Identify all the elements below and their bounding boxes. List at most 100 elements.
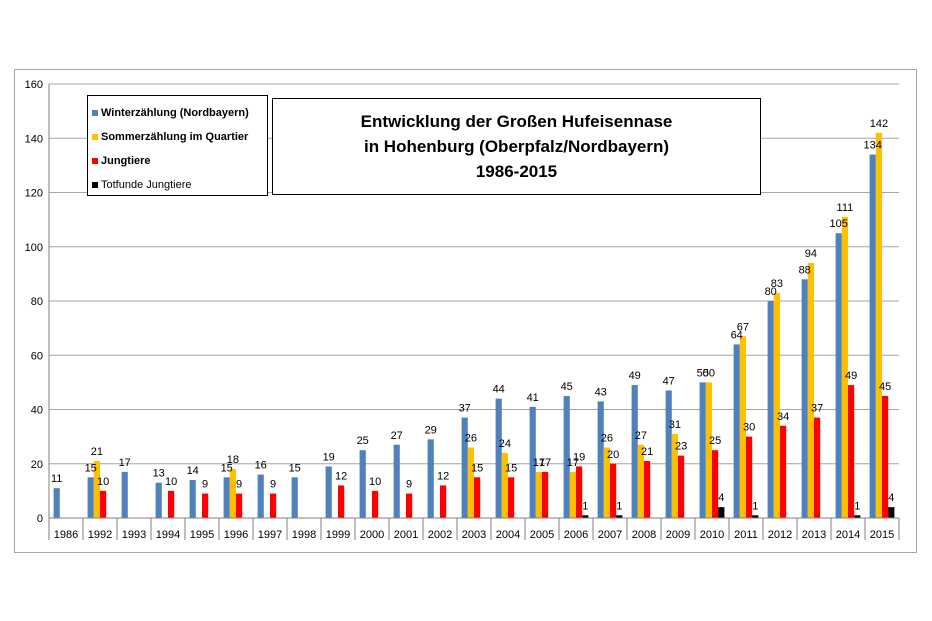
y-tick-label: 0 xyxy=(37,513,43,525)
bar-1-1995 xyxy=(189,480,196,518)
x-tick-label: 1997 xyxy=(258,529,282,541)
legend-swatch-summer xyxy=(92,134,98,140)
bar-1-2014 xyxy=(835,233,842,518)
data-label: 10 xyxy=(97,476,109,488)
bar-1-2006 xyxy=(563,395,570,518)
x-tick-label: 1998 xyxy=(292,529,316,541)
x-tick-label: 2003 xyxy=(462,529,486,541)
y-tick-label: 80 xyxy=(31,296,43,308)
data-label: 45 xyxy=(879,381,891,393)
bar-1-2002 xyxy=(427,439,434,518)
data-label: 19 xyxy=(573,451,585,463)
data-label: 25 xyxy=(709,435,721,447)
bar-3-2002 xyxy=(440,485,447,518)
data-label: 9 xyxy=(270,479,276,491)
data-label: 88 xyxy=(799,264,811,276)
data-label: 94 xyxy=(805,248,817,260)
bar-4-2010 xyxy=(718,507,725,518)
bar-3-2013 xyxy=(814,417,821,518)
y-tick-label: 40 xyxy=(31,405,43,417)
bar-2-2015 xyxy=(875,132,882,518)
x-tick-label: 2012 xyxy=(768,529,792,541)
x-tick-label: 2005 xyxy=(530,529,554,541)
data-label: 27 xyxy=(391,430,403,442)
data-label: 21 xyxy=(91,446,103,458)
data-label: 80 xyxy=(765,286,777,298)
bar-1-2004 xyxy=(495,398,502,518)
x-tick-label: 2009 xyxy=(666,529,690,541)
bar-2-1996 xyxy=(229,469,236,518)
x-tick-label: 2011 xyxy=(734,529,758,541)
bar-1-1993 xyxy=(121,471,128,518)
bar-3-1996 xyxy=(236,493,243,518)
bar-1-2012 xyxy=(767,301,774,518)
bar-3-2012 xyxy=(780,425,787,518)
legend-item-summer: Sommerzählung im Quartier xyxy=(92,125,267,149)
bar-3-2000 xyxy=(372,490,379,518)
data-label: 1 xyxy=(582,500,588,512)
x-tick-label: 2013 xyxy=(802,529,826,541)
x-tick-label: 1996 xyxy=(224,529,248,541)
bar-3-1999 xyxy=(338,485,345,518)
data-label: 31 xyxy=(669,419,681,431)
x-tick-label: 2007 xyxy=(598,529,622,541)
y-tick-label: 60 xyxy=(31,350,43,362)
bar-2-2007 xyxy=(603,447,610,518)
chart-title-line-1: Entwicklung der Großen Hufeisennase xyxy=(360,112,673,131)
data-label: 29 xyxy=(425,424,437,436)
bar-3-2005 xyxy=(542,471,549,518)
bar-2-2011 xyxy=(739,336,746,518)
bar-3-2010 xyxy=(712,450,719,518)
legend-swatch-dead xyxy=(92,182,98,188)
data-label: 25 xyxy=(357,435,369,447)
data-label: 45 xyxy=(561,381,573,393)
bar-4-2006 xyxy=(582,515,589,518)
data-label: 134 xyxy=(864,140,882,152)
bar-4-2011 xyxy=(752,515,759,518)
x-tick-label: 2014 xyxy=(836,529,860,541)
bar-1-2005 xyxy=(529,406,536,518)
data-label: 4 xyxy=(888,492,894,504)
bar-1-1986 xyxy=(53,488,60,518)
data-label: 13 xyxy=(153,468,165,480)
data-label: 15 xyxy=(289,462,301,474)
data-label: 142 xyxy=(870,118,888,130)
y-tick-label: 20 xyxy=(31,459,43,471)
legend-label-young: Jungtiere xyxy=(101,155,151,167)
data-label: 37 xyxy=(459,403,471,415)
data-label: 17 xyxy=(539,457,551,469)
bar-3-2006 xyxy=(576,466,583,518)
bar-3-2004 xyxy=(508,477,515,518)
legend: Winterzählung (Nordbayern) Sommerzählung… xyxy=(87,95,268,196)
legend-label-summer: Sommerzählung im Quartier xyxy=(101,131,249,143)
chart-title-box: Entwicklung der Großen Hufeisennase in H… xyxy=(272,98,761,195)
y-tick-label: 120 xyxy=(25,188,43,200)
data-label: 17 xyxy=(119,457,131,469)
bar-2-2008 xyxy=(637,444,644,518)
bar-2-2014 xyxy=(841,216,848,518)
bar-1-2000 xyxy=(359,450,366,518)
data-label: 1 xyxy=(854,500,860,512)
bar-2-1992 xyxy=(93,461,100,518)
bar-1-2001 xyxy=(393,444,400,518)
bar-4-2007 xyxy=(616,515,623,518)
x-tick-label: 1993 xyxy=(122,529,146,541)
data-label: 17 xyxy=(533,457,545,469)
bar-1-1994 xyxy=(155,482,162,518)
data-label: 12 xyxy=(335,470,347,482)
data-label: 10 xyxy=(165,476,177,488)
data-label: 10 xyxy=(369,476,381,488)
bar-2-2013 xyxy=(807,263,814,518)
data-label: 49 xyxy=(845,370,857,382)
bar-3-2011 xyxy=(746,436,753,518)
data-label: 9 xyxy=(236,479,242,491)
data-label: 26 xyxy=(601,432,613,444)
data-label: 12 xyxy=(437,470,449,482)
bar-1-2009 xyxy=(665,390,672,518)
bar-1-1996 xyxy=(223,477,230,518)
bar-3-2003 xyxy=(474,477,481,518)
x-tick-label: 2008 xyxy=(632,529,656,541)
data-label: 23 xyxy=(675,441,687,453)
